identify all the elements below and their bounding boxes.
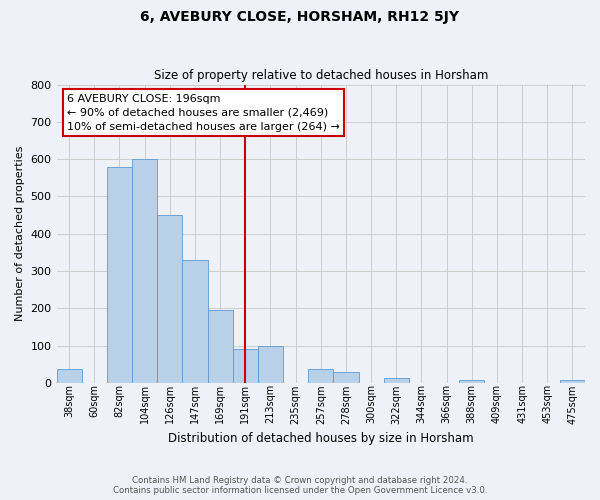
Bar <box>182 260 208 383</box>
Bar <box>560 380 585 383</box>
Bar <box>459 380 484 383</box>
Text: Contains HM Land Registry data © Crown copyright and database right 2024.
Contai: Contains HM Land Registry data © Crown c… <box>113 476 487 495</box>
Bar <box>383 378 409 383</box>
Bar <box>56 368 82 383</box>
Bar <box>233 349 258 383</box>
Bar <box>107 166 132 383</box>
Bar <box>308 368 334 383</box>
X-axis label: Distribution of detached houses by size in Horsham: Distribution of detached houses by size … <box>168 432 473 445</box>
Title: Size of property relative to detached houses in Horsham: Size of property relative to detached ho… <box>154 69 488 82</box>
Text: 6, AVEBURY CLOSE, HORSHAM, RH12 5JY: 6, AVEBURY CLOSE, HORSHAM, RH12 5JY <box>140 10 460 24</box>
Y-axis label: Number of detached properties: Number of detached properties <box>15 146 25 322</box>
Bar <box>258 346 283 383</box>
Text: 6 AVEBURY CLOSE: 196sqm
← 90% of detached houses are smaller (2,469)
10% of semi: 6 AVEBURY CLOSE: 196sqm ← 90% of detache… <box>67 94 340 132</box>
Bar <box>208 310 233 383</box>
Bar <box>334 372 359 383</box>
Bar <box>132 159 157 383</box>
Bar <box>157 215 182 383</box>
